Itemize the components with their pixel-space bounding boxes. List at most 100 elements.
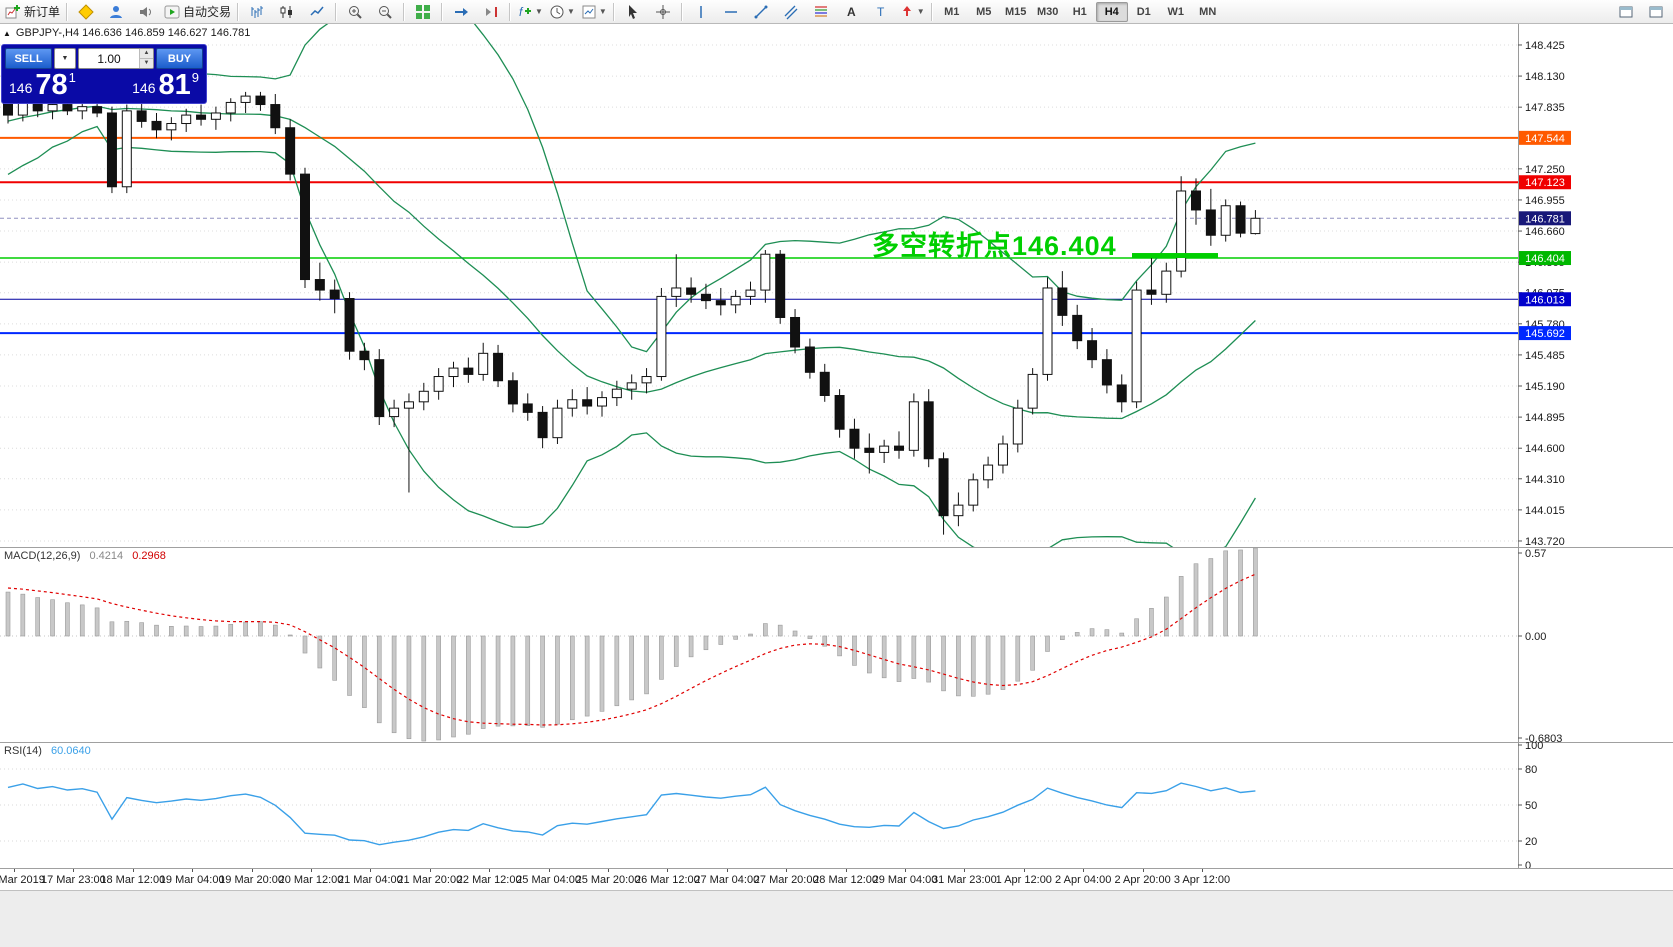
macd-histogram-bar	[777, 624, 783, 637]
time-label: 2 Apr 04:00	[1055, 874, 1112, 886]
auto-scroll-button[interactable]	[446, 1, 476, 23]
macd-histogram-bar	[332, 635, 338, 681]
rsi-line	[7, 782, 1256, 846]
candle-body	[537, 411, 548, 439]
macd-histogram-bar	[94, 607, 100, 637]
candle-body	[1250, 217, 1261, 235]
macd-histogram-bar	[406, 635, 412, 740]
tf-d1[interactable]: D1	[1136, 5, 1151, 18]
macd-histogram-bar	[154, 624, 159, 637]
sell-price[interactable]: 146 78 1	[9, 70, 76, 100]
zoom-out-button[interactable]	[370, 1, 400, 23]
macd-histogram-bar	[1193, 563, 1199, 637]
price-tag-label: 147.123	[1525, 177, 1565, 189]
fibonacci-button[interactable]	[806, 1, 836, 23]
toolbar-separator	[403, 2, 406, 21]
candle-body	[1205, 209, 1216, 236]
volume-stepper: ▲ ▼	[139, 49, 153, 68]
tf-mn[interactable]: MN	[1199, 5, 1217, 18]
chart-annotation-text[interactable]: 多空转折点146.404	[872, 231, 1117, 261]
tf-h4[interactable]: H4	[1095, 1, 1128, 22]
buy-button[interactable]: BUY	[156, 48, 203, 69]
tf-h1[interactable]: H1	[1072, 5, 1087, 18]
rsi-canvas[interactable]: 100 80 50 20 0	[0, 742, 1673, 868]
price-tick-label: 147.250	[1525, 164, 1565, 176]
price-tag-146.404	[1519, 251, 1571, 266]
chart-shift-button[interactable]	[476, 1, 506, 23]
macd-histogram-bar	[896, 635, 902, 682]
vertical-line-button[interactable]	[686, 1, 716, 23]
candle-body	[567, 399, 578, 409]
tf-m1[interactable]: M1	[944, 5, 960, 18]
auto-trading-button[interactable]: 自动交易	[161, 1, 234, 23]
candle-body	[1072, 314, 1083, 342]
candle-body	[626, 382, 637, 390]
crosshair-button[interactable]	[648, 1, 678, 23]
mql5-button[interactable]	[71, 1, 101, 23]
volume-down-button[interactable]: ▼	[140, 59, 153, 68]
toolbar-separator	[930, 2, 933, 21]
text-button[interactable]: A	[836, 1, 866, 23]
macd-histogram-bar	[1074, 632, 1080, 637]
candle-body	[522, 403, 533, 413]
tf-m15[interactable]: M15	[1005, 5, 1027, 18]
indicators-button[interactable]: f ▼	[519, 4, 543, 19]
toolbar-right-icons	[1611, 1, 1671, 23]
macd-histogram-bar	[1000, 635, 1006, 690]
price-tick-label: 145.485	[1525, 350, 1565, 362]
horizontal-line-button[interactable]	[716, 1, 746, 23]
candlestick-chart-button[interactable]	[272, 1, 302, 23]
window-button-1[interactable]	[1611, 1, 1641, 23]
tf-w1[interactable]: W1	[1167, 5, 1184, 18]
collapse-one-click-icon[interactable]: ▲	[3, 28, 11, 38]
tf-m30[interactable]: M30	[1037, 5, 1059, 18]
trendline-button[interactable]	[746, 1, 776, 23]
candle-body	[359, 350, 370, 361]
main-chart-canvas[interactable]: 148.425 148.130 147.835 147.250 146.955 146.6…	[0, 24, 1673, 547]
macd-histogram-bar	[569, 635, 575, 721]
macd-histogram-bar	[272, 624, 278, 637]
new-order-button[interactable]: 新订单	[2, 1, 63, 23]
volume-field[interactable]	[79, 49, 139, 68]
periods-button[interactable]: ▼	[546, 1, 578, 23]
market-watch-button[interactable]	[101, 1, 131, 23]
candle-body	[775, 253, 786, 318]
candle-body	[433, 376, 444, 392]
macd-canvas[interactable]: 0.57 0.00 -0.6803	[0, 547, 1673, 742]
tf-m5[interactable]: M5	[976, 5, 992, 18]
macd-label: MACD(12,26,9) 0.4214 0.2968	[4, 550, 166, 562]
time-label: 28 Mar 12:00	[813, 874, 879, 886]
macd-histogram-bar	[1223, 550, 1228, 637]
sell-button[interactable]: SELL	[5, 48, 52, 69]
sell-price-pipette: 1	[68, 70, 76, 85]
line-chart-button[interactable]	[302, 1, 332, 23]
candle-body	[181, 114, 192, 125]
time-tick	[1142, 869, 1144, 872]
candle-body	[478, 352, 489, 375]
window-button-2[interactable]	[1641, 1, 1671, 23]
volume-up-button[interactable]: ▲	[140, 49, 153, 59]
candle-body	[270, 104, 281, 129]
tile-windows-button[interactable]	[408, 1, 438, 23]
arrows-button[interactable]: ▼	[896, 1, 928, 23]
zoom-in-button[interactable]	[340, 1, 370, 23]
macd-histogram-bar	[5, 591, 11, 637]
sound-alert-button[interactable]	[131, 1, 161, 23]
cursor-button[interactable]	[618, 1, 648, 23]
macd-histogram-bar	[1060, 635, 1065, 640]
bar-chart-button[interactable]	[242, 1, 272, 23]
macd-histogram-bar	[822, 635, 828, 647]
templates-button[interactable]: ▼	[578, 1, 610, 23]
price-tick-label: 148.425	[1525, 40, 1565, 52]
equidistant-channel-button[interactable]	[776, 1, 806, 23]
candle-body	[745, 289, 756, 297]
macd-histogram-bar	[763, 623, 768, 637]
candle-body	[1235, 205, 1246, 234]
candle-body	[196, 114, 207, 120]
text-label-button[interactable]: T	[866, 1, 896, 23]
order-type-dropdown[interactable]: ▼	[54, 48, 76, 69]
buy-price[interactable]: 146 81 9	[132, 71, 199, 100]
candle-body	[923, 401, 934, 460]
macd-histogram-bar	[124, 620, 130, 637]
